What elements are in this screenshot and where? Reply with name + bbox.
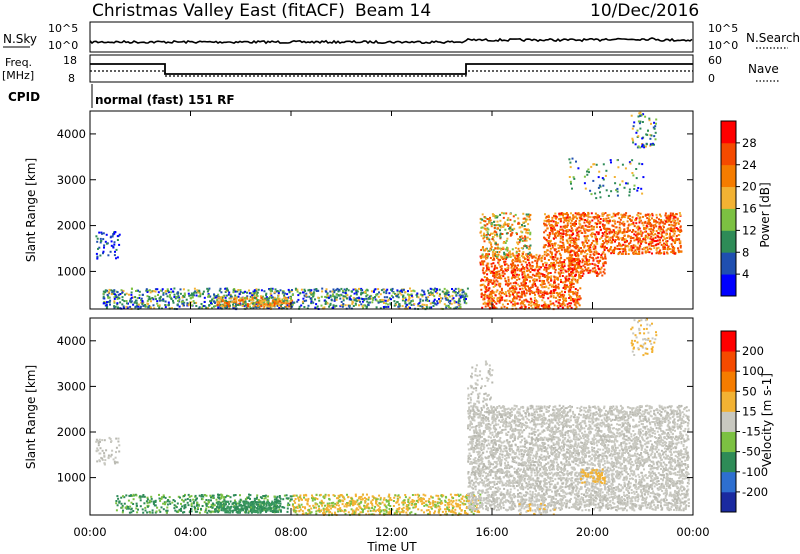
colorbar-tick-label: 200 [742, 344, 764, 358]
colorbar-segment [721, 331, 736, 352]
y-tick-label: 1000 [57, 264, 86, 278]
x-axis-label: Time UT [366, 540, 417, 554]
velocity-colorbar-label: Velocity [m s-1] [760, 373, 774, 467]
colorbar-tick-label: 28 [742, 136, 757, 150]
colorbar-tick-label: -100 [742, 465, 768, 479]
beam-label: Beam 14 [355, 1, 431, 21]
velocity-panel: 1000 2000 3000 4000 Slant Range [km] 200 100… [24, 317, 774, 517]
velocity-data-patches [95, 318, 690, 517]
y-tick-label: 3000 [57, 379, 86, 393]
colorbar-segment [721, 208, 736, 231]
y-tick-label: 2000 [57, 425, 86, 439]
freq-left-tick-top: 18 [63, 54, 77, 67]
freq-left-tick-bottom: 8 [68, 72, 75, 85]
noise-left-tick-top: 10^5 [48, 22, 78, 35]
nave-label: Nave [748, 62, 779, 76]
colorbar-segment [721, 230, 736, 253]
colorbar-segment [721, 142, 736, 166]
noise-sky-label: N.Sky [3, 32, 37, 46]
colorbar-tick-label: 24 [742, 158, 757, 172]
x-tick-label: 12:00 [375, 525, 408, 539]
colorbar-tick-label: 50 [742, 384, 757, 398]
frequency-panel: Freq. [MHz] 18 8 60 0 Nave [2, 54, 780, 85]
power-panel: 1000 2000 3000 4000 Slant Range [km] 4 8 12 16… [24, 110, 772, 311]
colorbar-tick-label: 12 [742, 223, 757, 237]
colorbar-tick-label: -15 [742, 425, 761, 439]
date-label: 10/Dec/2016 [590, 1, 699, 21]
x-tick-label: 20:00 [576, 525, 609, 539]
noise-panel: N.Sky 10^5 10^0 10^5 10^0 N.Search [3, 21, 800, 53]
noise-sky-line [89, 37, 693, 45]
colorbar-segment [721, 121, 736, 144]
x-tick-label: 00:00 [676, 525, 709, 539]
nave-right-tick-top: 60 [708, 54, 722, 67]
colorbar-segment [721, 411, 736, 432]
velocity-colorbar: 200 100 50 15 -15 -50 -100 -200 [720, 330, 768, 513]
colorbar-segment [721, 451, 736, 473]
x-axis-ticks: 00:00 04:00 08:00 12:00 16:00 20:00 00:00 [73, 111, 710, 539]
colorbar-segment [721, 186, 736, 209]
power-data-patches [95, 111, 683, 311]
frequency-line [90, 63, 693, 75]
station-title: Christmas Valley East (fitACF) [92, 1, 345, 21]
freq-unit-label: [MHz] [2, 69, 34, 82]
noise-search-label: N.Search [746, 31, 800, 45]
colorbar-tick-label: -200 [742, 485, 768, 499]
colorbar-segment [721, 351, 736, 372]
y-tick-label: 2000 [57, 219, 86, 233]
noise-right-tick-bottom: 10^0 [708, 39, 738, 52]
noise-left-tick-bottom: 10^0 [48, 39, 78, 52]
colorbar-tick-label: 8 [742, 245, 749, 259]
colorbar-tick-label: 100 [742, 364, 764, 378]
y-tick-label: 4000 [57, 334, 86, 348]
x-tick-label: 08:00 [274, 525, 307, 539]
y-tick-label: 4000 [57, 127, 86, 141]
power-ylabel: Slant Range [km] [24, 158, 38, 262]
colorbar-tick-label: 20 [742, 180, 757, 194]
colorbar-tick-label: 16 [742, 202, 757, 216]
y-tick-label: 3000 [57, 173, 86, 187]
cpid-label: CPID [8, 90, 40, 104]
colorbar-tick-label: 15 [742, 404, 757, 418]
y-tick-label: 1000 [57, 471, 86, 485]
colorbar-segment [721, 491, 736, 513]
power-colorbar-label: Power [dB] [758, 182, 772, 247]
colorbar-segment [721, 471, 736, 493]
colorbar-segment [721, 431, 736, 453]
colorbar-segment [721, 164, 736, 188]
colorbar-segment [721, 391, 736, 412]
velocity-y-ticks: 1000 2000 3000 4000 [57, 334, 693, 485]
colorbar-tick-label: 4 [742, 267, 749, 281]
velocity-ylabel: Slant Range [km] [24, 365, 38, 469]
cpid-text: normal (fast) 151 RF [95, 93, 235, 107]
colorbar-tick-label: -50 [742, 445, 761, 459]
colorbar-segment [721, 274, 736, 297]
power-y-ticks: 1000 2000 3000 4000 [57, 127, 693, 278]
power-colorbar: 4 8 12 16 20 24 28 [720, 120, 757, 297]
colorbar-segment [721, 371, 736, 392]
nave-right-tick-bottom: 0 [708, 72, 715, 85]
x-tick-label: 00:00 [73, 525, 106, 539]
x-tick-label: 04:00 [174, 525, 207, 539]
noise-right-tick-top: 10^5 [708, 22, 738, 35]
freq-label: Freq. [5, 56, 32, 69]
colorbar-segment [721, 252, 736, 275]
x-tick-label: 16:00 [475, 525, 508, 539]
